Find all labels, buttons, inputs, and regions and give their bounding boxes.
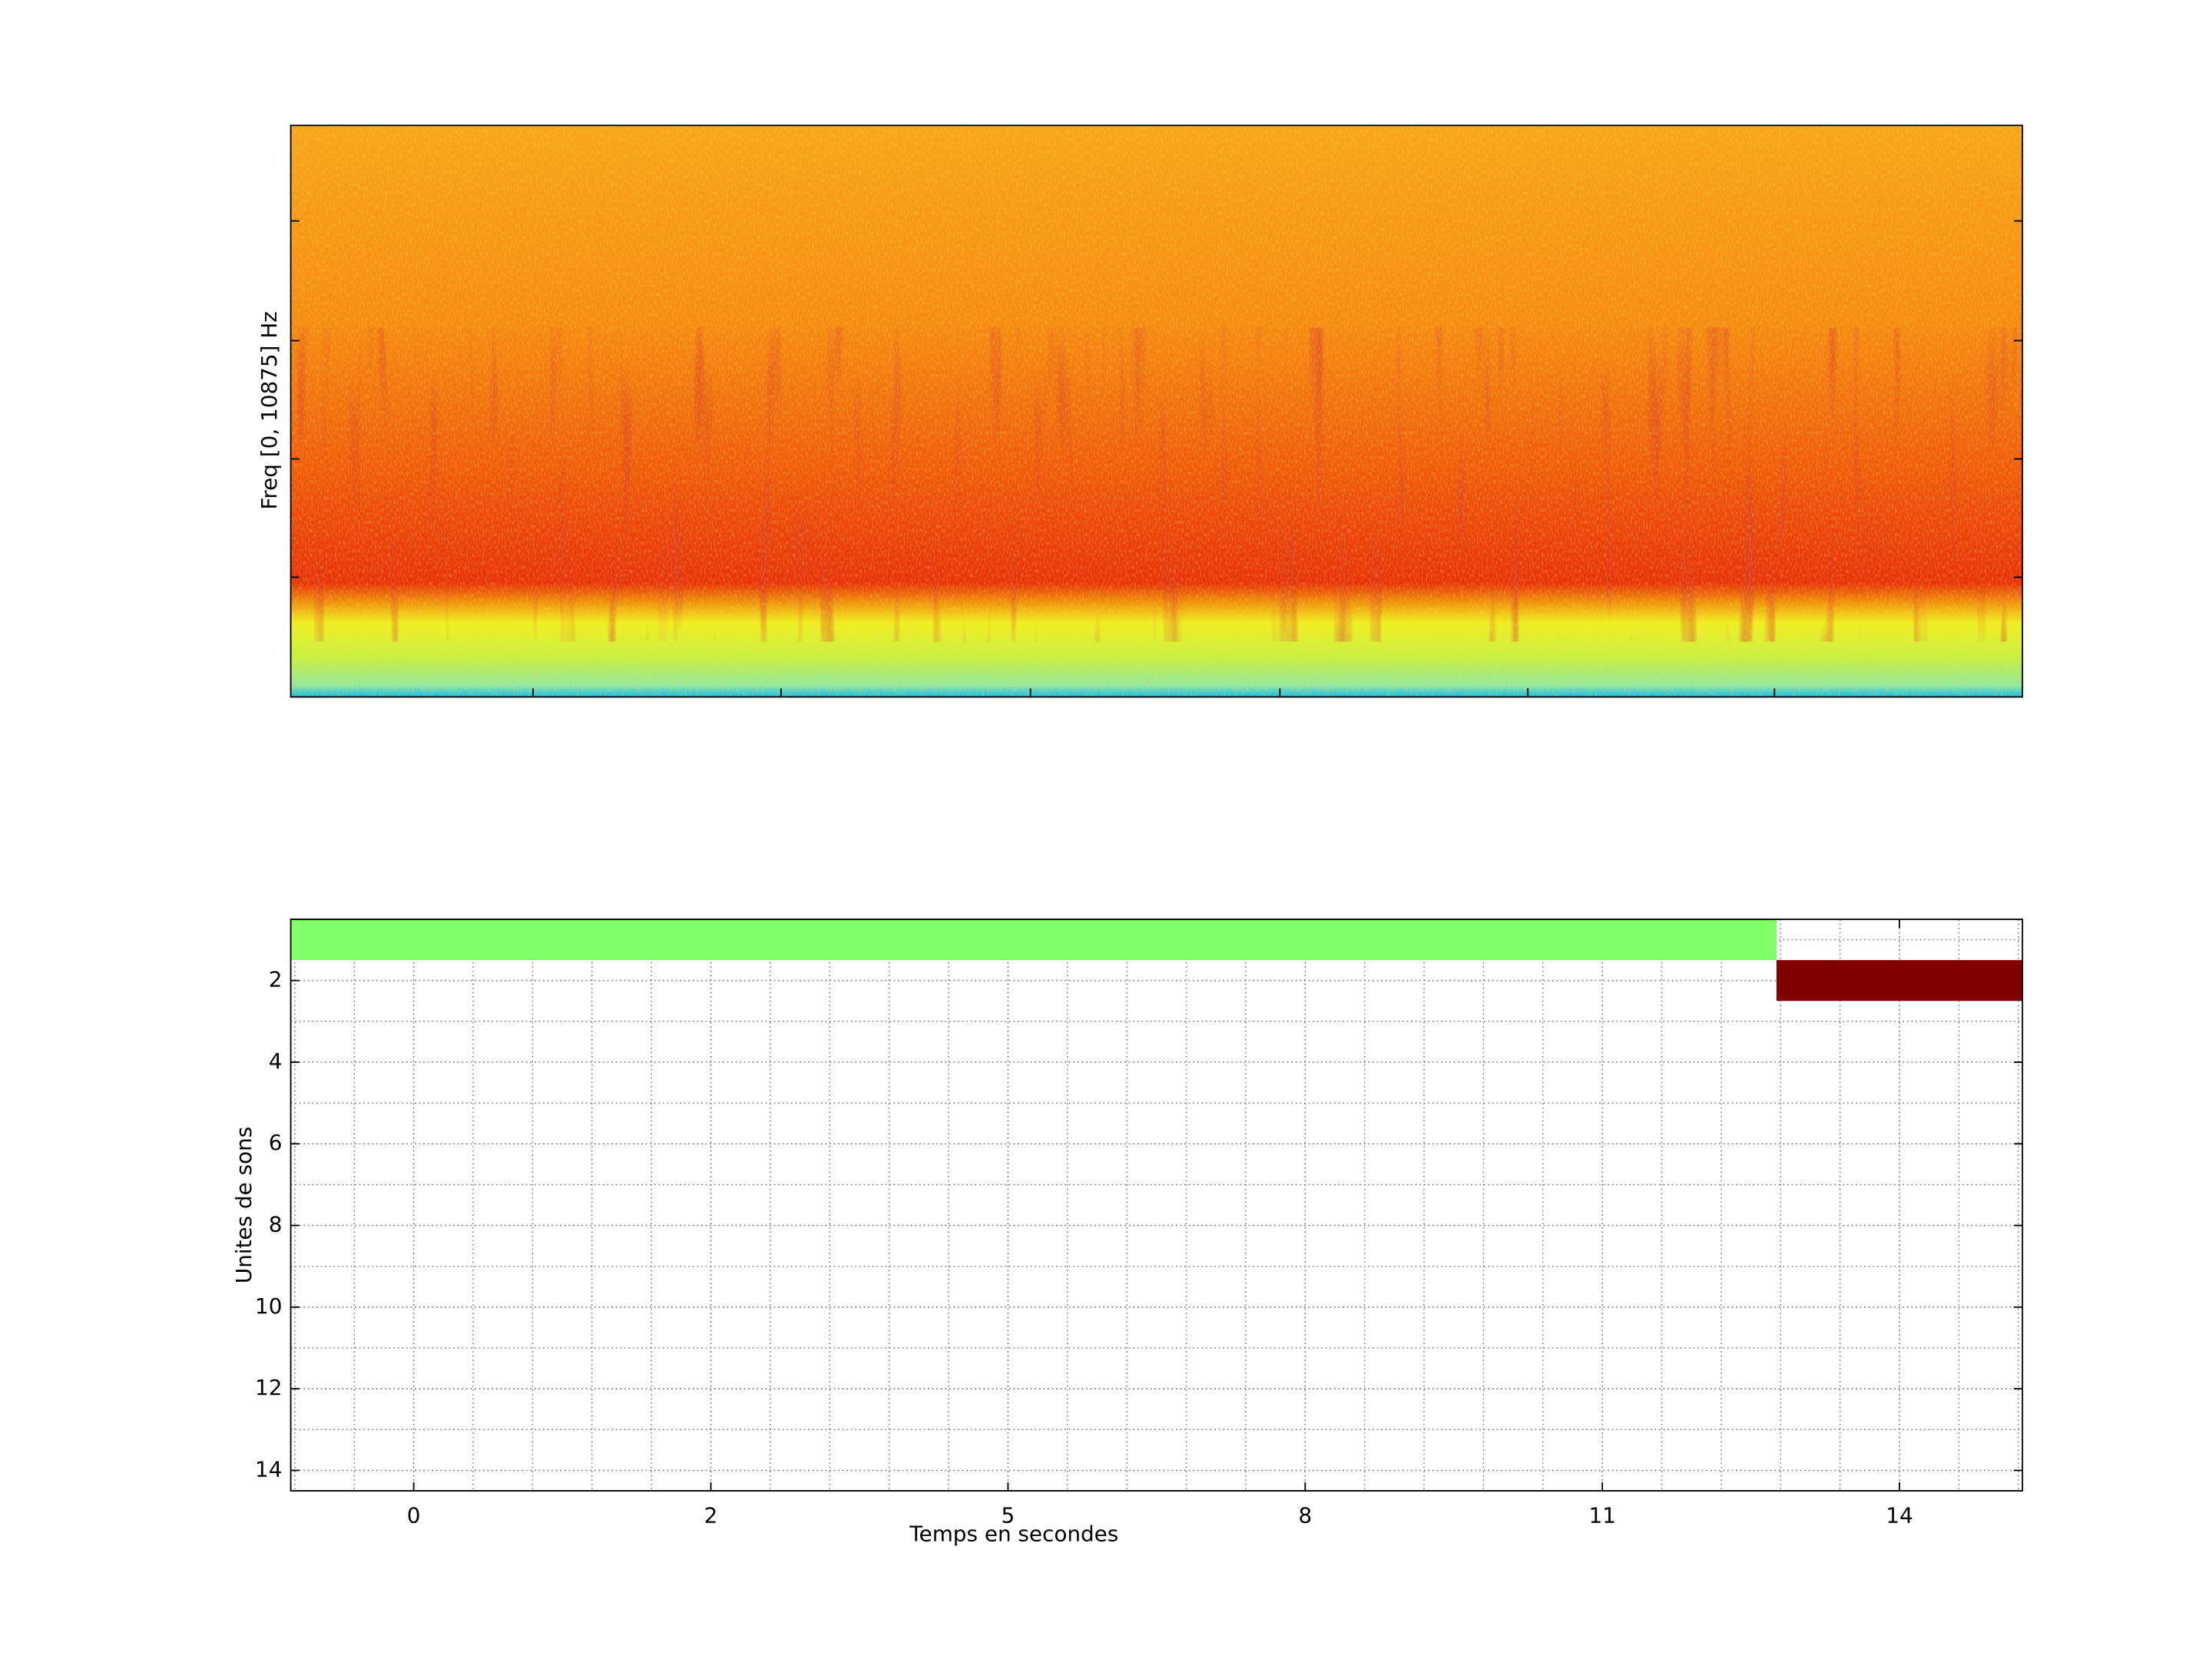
y-axis-label: Freq [0, 10875] Hz xyxy=(257,311,282,509)
x-tick-label: 14 xyxy=(1886,1502,1912,1528)
y-axis-label: Unites de sons xyxy=(231,1127,257,1283)
x-axis-label: Temps en secondes xyxy=(909,1522,1118,1547)
x-tick-label: 2 xyxy=(704,1502,718,1528)
y-tick-label: 8 xyxy=(269,1212,283,1237)
spectrogram-noise xyxy=(290,125,2023,697)
y-tick-label: 12 xyxy=(255,1375,282,1400)
y-tick-label: 14 xyxy=(255,1456,282,1482)
axes-frame xyxy=(290,918,2024,1492)
y-tick-label: 6 xyxy=(269,1130,283,1155)
x-tick-label: 11 xyxy=(1589,1502,1616,1528)
y-tick-label: 2 xyxy=(269,967,283,992)
y-tick-label: 10 xyxy=(255,1293,282,1319)
x-tick-label: 5 xyxy=(1002,1502,1015,1528)
x-tick-label: 0 xyxy=(407,1502,421,1528)
segment-bar xyxy=(290,919,1777,961)
axes-frame xyxy=(290,124,2024,698)
segment-bar xyxy=(1777,960,2023,1002)
spectrogram-axes: Freq [0, 10875] Hz xyxy=(257,124,2024,698)
axis-ticks xyxy=(290,220,2023,697)
x-tick-label: 8 xyxy=(1298,1502,1312,1528)
y-tick-label: 4 xyxy=(269,1048,283,1074)
